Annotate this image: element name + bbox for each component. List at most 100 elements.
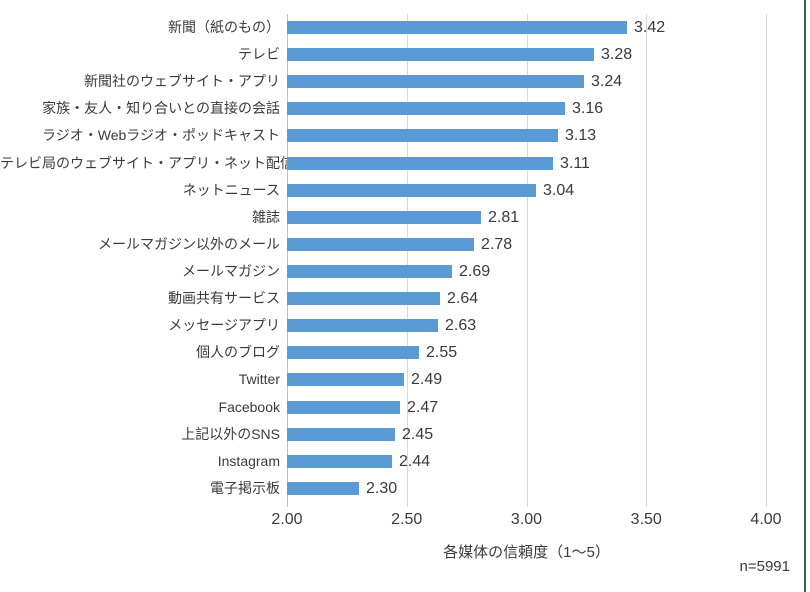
sample-size-note: n=5991 [739, 558, 790, 575]
bar [287, 265, 452, 279]
bar [287, 346, 419, 360]
bar [287, 237, 474, 251]
gridline [766, 14, 767, 507]
x-tick-label: 3.50 [630, 511, 662, 528]
bar [287, 183, 536, 197]
bar [287, 48, 594, 62]
bar-row: メッセージアプリ 2.63 [0, 312, 766, 339]
x-tick-label: 2.50 [391, 511, 423, 528]
bar-track: 2.69 [287, 258, 766, 285]
category-label: 動画共有サービス [168, 290, 280, 307]
value-label: 3.16 [572, 100, 604, 118]
value-label: 3.24 [591, 73, 623, 91]
value-label: 2.45 [402, 425, 434, 443]
bar-track: 3.24 [287, 68, 766, 95]
category-label: 個人のブログ [196, 344, 280, 361]
x-axis-title: 各媒体の信頼度（1～5） [443, 544, 610, 561]
category-label: ネットニュース [182, 181, 280, 198]
bar [287, 481, 359, 495]
category-label: メールマガジン [182, 262, 280, 279]
bar [287, 427, 395, 441]
value-label: 2.55 [426, 344, 458, 362]
bar [287, 319, 438, 333]
category-label: テレビ局のウェブサイト・アプリ・ネット配信 [0, 154, 287, 171]
bar-track: 2.81 [287, 204, 766, 231]
category-label: Twitter [238, 371, 280, 388]
value-label: 2.63 [445, 317, 477, 335]
bar [287, 400, 400, 414]
bar-row: 雑誌 2.81 [0, 204, 766, 231]
x-tick-label: 2.00 [271, 511, 303, 528]
bar [287, 454, 392, 468]
value-label: 2.64 [447, 290, 479, 308]
value-label: 2.69 [459, 262, 491, 280]
bar-track: 3.13 [287, 122, 766, 149]
x-tick-label: 3.00 [510, 511, 543, 528]
right-edge-border [804, 0, 806, 592]
category-label: 雑誌 [252, 208, 280, 225]
bar-row: テレビ局のウェブサイト・アプリ・ネット配信 3.11 [0, 150, 766, 177]
category-label: Facebook [218, 398, 280, 415]
gridline [527, 14, 528, 507]
value-label: 2.78 [481, 235, 513, 253]
category-label: Instagram [217, 452, 280, 469]
gridline [646, 14, 647, 507]
bar-track: 3.11 [287, 150, 766, 177]
bar-row: メールマガジン以外のメール 2.78 [0, 231, 766, 258]
bar-row: テレビ 3.28 [0, 41, 766, 68]
bar-track: 2.30 [287, 475, 766, 502]
bar-track: 2.45 [287, 421, 766, 448]
category-label: 上記以外のSNS [181, 425, 280, 442]
bar-track: 3.16 [287, 95, 766, 122]
bar-row: 電子掲示板 2.30 [0, 475, 766, 502]
category-label: ラジオ・Webラジオ・ポッドキャスト [42, 127, 280, 144]
category-label: 新聞社のウェブサイト・アプリ [84, 73, 280, 90]
value-label: 2.44 [399, 452, 431, 470]
category-axis-line [287, 14, 288, 507]
bar-row: メールマガジン 2.69 [0, 258, 766, 285]
category-label: メールマガジン以外のメール [98, 235, 280, 252]
bar-row: 新聞（紙のもの） 3.42 [0, 14, 766, 41]
bar-track: 2.63 [287, 312, 766, 339]
bar-track: 2.78 [287, 231, 766, 258]
bar [287, 156, 553, 170]
bar-track: 3.42 [287, 14, 766, 41]
bar-track: 2.55 [287, 339, 766, 366]
bar-row: 個人のブログ 2.55 [0, 339, 766, 366]
value-label: 2.81 [488, 208, 520, 226]
bar [287, 292, 440, 306]
bar-row: Instagram 2.44 [0, 448, 766, 475]
bar-rows: 新聞（紙のもの） 3.42 テレビ 3.28 新聞社のウェブサイト・アプリ 3.24 家族・… [0, 14, 766, 502]
bar-track: 3.28 [287, 41, 766, 68]
bar-row: 新聞社のウェブサイト・アプリ 3.24 [0, 68, 766, 95]
bar [287, 373, 404, 387]
value-label: 3.11 [560, 154, 590, 172]
bar-track: 2.47 [287, 394, 766, 421]
gridline [407, 14, 408, 507]
bar-track: 2.44 [287, 448, 766, 475]
value-label: 2.49 [411, 371, 443, 389]
bar [287, 75, 584, 89]
bar [287, 102, 565, 116]
bar-track: 2.64 [287, 285, 766, 312]
bar [287, 21, 627, 35]
plot-area [287, 14, 767, 507]
bar-row: ネットニュース 3.04 [0, 177, 766, 204]
bar-row: Twitter 2.49 [0, 366, 766, 393]
bar [287, 129, 558, 143]
value-label: 3.13 [565, 127, 597, 145]
x-tick-label: 4.00 [750, 511, 782, 528]
category-label: 新聞（紙のもの） [168, 19, 280, 35]
bar-track: 3.04 [287, 177, 766, 204]
bar-row: 家族・友人・知り合いとの直接の会話 3.16 [0, 95, 766, 122]
value-label: 3.28 [601, 46, 633, 64]
category-label: テレビ [238, 46, 280, 63]
value-label: 3.04 [543, 181, 575, 199]
bar-row: 上記以外のSNS 2.45 [0, 421, 766, 448]
value-label: 2.47 [407, 398, 439, 416]
bar-row: 動画共有サービス 2.64 [0, 285, 766, 312]
bar-track: 2.49 [287, 366, 766, 393]
category-label: 電子掲示板 [210, 479, 280, 496]
bar-row: ラジオ・Webラジオ・ポッドキャスト 3.13 [0, 122, 766, 149]
